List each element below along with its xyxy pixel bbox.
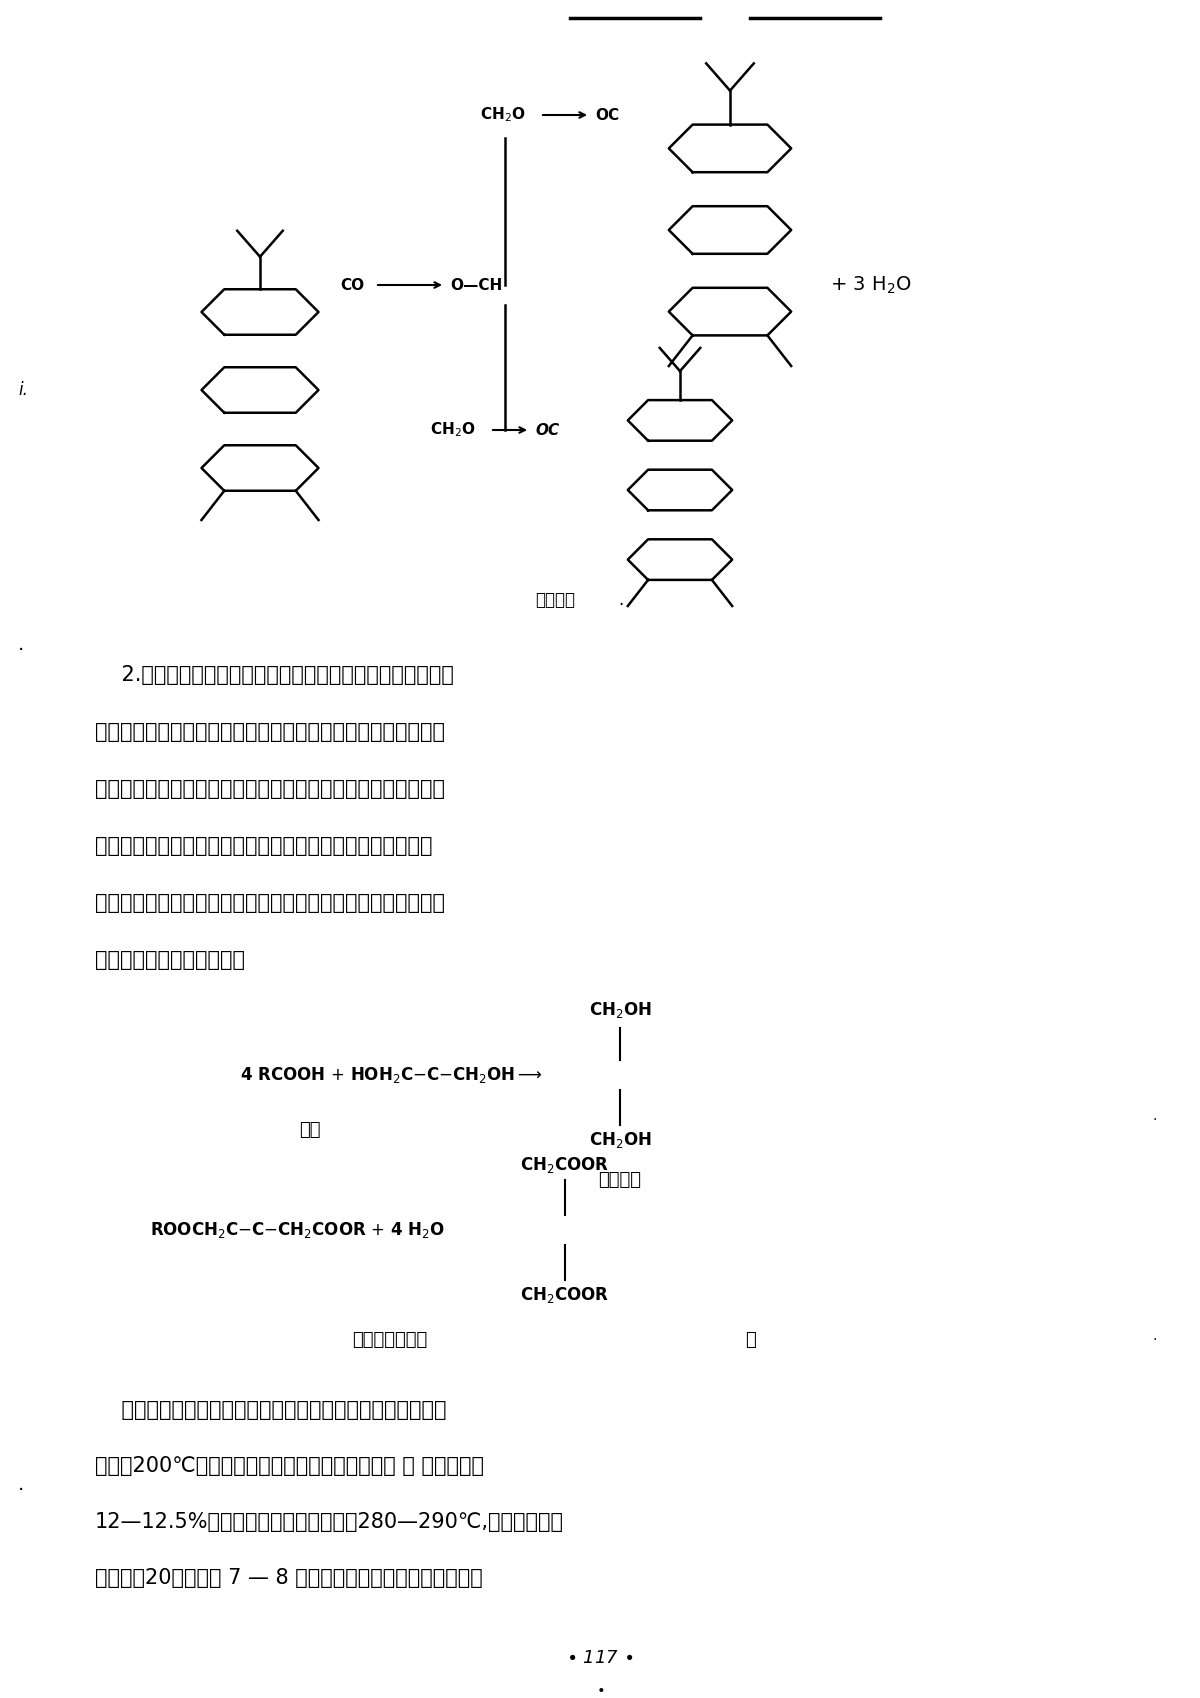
- Text: OC: OC: [535, 423, 559, 438]
- Text: ROOCH$_2$C$-$C$-$CH$_2$COOR $+$ 4 H$_2$O: ROOCH$_2$C$-$C$-$CH$_2$COOR $+$ 4 H$_2$O: [150, 1219, 445, 1240]
- Text: $\bullet$: $\bullet$: [596, 1681, 604, 1695]
- Text: 粉状结晶，它和松香的反应过程是和甘油一样的，不过一个分子: 粉状结晶，它和松香的反应过程是和甘油一样的，不过一个分子: [95, 722, 445, 742]
- Text: ·: ·: [1153, 1333, 1157, 1347]
- Text: 季戊四醇松香的制造方法与甘油松香大同小异，松香熔化后: 季戊四醇松香的制造方法与甘油松香大同小异，松香熔化后: [95, 1399, 446, 1420]
- Text: CO: CO: [340, 277, 364, 292]
- Text: 4 RCOOH $+$ HOH$_2$C$-$C$-$CH$_2$OH$\longrightarrow$: 4 RCOOH $+$ HOH$_2$C$-$C$-$CH$_2$OH$\lon…: [240, 1065, 542, 1085]
- Text: 碱、汽油等方面的性能均比甘油酯的强。结膜光泽大，溶剂释放: 碱、汽油等方面的性能均比甘油酯的强。结膜光泽大，溶剂释放: [95, 893, 445, 914]
- Text: ·: ·: [18, 1481, 24, 1499]
- Text: CH$_2$O: CH$_2$O: [480, 105, 526, 124]
- Text: CH$_2$COOR: CH$_2$COOR: [521, 1155, 610, 1175]
- Text: CH$_2$OH: CH$_2$OH: [589, 1129, 652, 1150]
- Text: $\bullet$ 117 $\bullet$: $\bullet$ 117 $\bullet$: [566, 1649, 634, 1667]
- Text: 季戊四醇: 季戊四醇: [599, 1172, 642, 1189]
- Text: 显地从熔点提高来说明，其它如结膜坚硬，干得爽快，耐水、: 显地从熔点提高来说明，其它如结膜坚硬，干得爽快，耐水、: [95, 835, 432, 856]
- Text: CH$_2$O: CH$_2$O: [430, 421, 475, 440]
- Text: 性较快。它的反应式如下：: 性较快。它的反应式如下：: [95, 949, 245, 970]
- Text: OC: OC: [595, 107, 619, 122]
- Text: 甘油松香: 甘油松香: [535, 591, 575, 610]
- Text: ·: ·: [1153, 1112, 1157, 1127]
- Text: i.: i.: [18, 380, 28, 399]
- Text: CH$_2$COOR: CH$_2$COOR: [521, 1285, 610, 1306]
- Text: 松香: 松香: [299, 1121, 320, 1139]
- Text: 12—12.5%的季戊四醇，加完后升温至280—290℃,保持此温度至: 12—12.5%的季戊四醇，加完后升温至280—290℃,保持此温度至: [95, 1511, 564, 1532]
- Text: 季戊四醇可与四个分子松香反应。这种松香酯分子的增大，可明: 季戊四醇可与四个分子松香反应。这种松香酯分子的增大，可明: [95, 779, 445, 800]
- Text: 水: 水: [745, 1331, 755, 1348]
- Text: 2.季戊四醇松香。季戊四醇是有四个羟基的四元醇，为白色: 2.季戊四醇松香。季戊四醇是有四个羟基的四元醇，为白色: [95, 666, 454, 684]
- Text: .: .: [618, 591, 623, 610]
- Text: $+\ 3\ \mathrm{H_2O}$: $+\ 3\ \mathrm{H_2O}$: [830, 275, 912, 295]
- Text: 季戊四醇松香酯: 季戊四醇松香酯: [353, 1331, 427, 1348]
- Text: CH$_2$OH: CH$_2$OH: [589, 1000, 652, 1020]
- Text: O—CH: O—CH: [450, 277, 503, 292]
- Text: 升温至200℃，表面通二氧化碳气体，然后在不断 搅 拌下，加人: 升温至200℃，表面通二氧化碳气体，然后在不断 搅 拌下，加人: [95, 1455, 484, 1476]
- Text: ·: ·: [18, 640, 24, 659]
- Text: 酸值低于20时（约需 7 — 8 小时），可抽真空，使反应生成水: 酸值低于20时（约需 7 — 8 小时），可抽真空，使反应生成水: [95, 1567, 482, 1588]
